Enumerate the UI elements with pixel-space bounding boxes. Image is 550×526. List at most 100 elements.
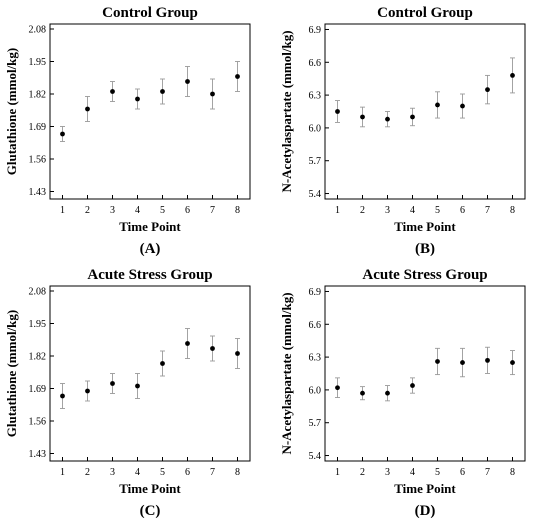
data-point-group bbox=[410, 107, 415, 127]
y-tick-label: 6.6 bbox=[309, 58, 322, 69]
panel-label: (D) bbox=[415, 503, 436, 519]
x-tick-label: 5 bbox=[160, 467, 165, 478]
y-tick-label: 5.4 bbox=[309, 451, 322, 462]
data-point-group bbox=[85, 96, 90, 122]
y-axis-title: N-Acetylaspartate (mmol/kg) bbox=[279, 30, 294, 192]
y-tick-label: 1.69 bbox=[29, 384, 47, 395]
data-point bbox=[210, 346, 215, 351]
data-point bbox=[385, 116, 390, 122]
x-tick-label: 2 bbox=[360, 467, 365, 478]
x-tick-label: 6 bbox=[185, 467, 190, 478]
x-tick-label: 1 bbox=[335, 205, 340, 216]
data-point-group bbox=[410, 377, 415, 394]
x-tick-label: 7 bbox=[210, 205, 215, 216]
data-point bbox=[485, 357, 490, 363]
x-tick-label: 2 bbox=[360, 205, 365, 216]
plot-frame bbox=[324, 285, 526, 462]
data-point bbox=[160, 89, 165, 94]
y-tick-label: 5.4 bbox=[309, 189, 322, 200]
x-tick-label: 4 bbox=[135, 205, 140, 216]
chart-panel-d: Acute Stress Group 5.4 5.7 6.0 6.3 6.6 6.9 1 2 3 4… bbox=[275, 262, 550, 526]
x-tick-label: 6 bbox=[185, 205, 190, 216]
data-point-group bbox=[210, 335, 215, 362]
data-point-group bbox=[360, 386, 365, 401]
y-tick-label: 1.82 bbox=[29, 90, 47, 101]
data-point-group bbox=[210, 78, 215, 110]
data-point bbox=[510, 73, 515, 78]
chart-svg: Acute Stress Group 1.43 1.56 1.69 1.82 1.95 2.… bbox=[4, 267, 251, 519]
data-point-group bbox=[385, 385, 390, 402]
y-tick-label: 1.43 bbox=[29, 449, 47, 460]
data-point bbox=[360, 114, 365, 120]
data-point-group bbox=[485, 346, 490, 374]
data-point bbox=[410, 383, 415, 388]
data-point-group bbox=[435, 91, 440, 119]
chart-svg: Control Group 1.43 1.56 1.69 1.82 1.95 2.08 1 2 3… bbox=[4, 5, 251, 257]
data-point bbox=[410, 114, 415, 120]
y-tick-label: 6.3 bbox=[309, 353, 322, 364]
y-tick-label: 1.95 bbox=[29, 319, 47, 330]
data-point-group bbox=[185, 66, 190, 97]
data-point-group bbox=[185, 328, 190, 359]
x-tick-label: 5 bbox=[435, 205, 440, 216]
x-tick-label: 4 bbox=[410, 205, 415, 216]
data-point-group bbox=[235, 61, 240, 92]
y-tick-label: 1.56 bbox=[29, 155, 47, 166]
chart-panel-b: Control Group 5.4 5.7 6.0 6.3 6.6 6.9 1 2 3 4 5 6 7 8 T… bbox=[275, 0, 550, 264]
data-point bbox=[460, 103, 465, 109]
y-tick-label: 5.7 bbox=[309, 156, 322, 167]
data-point bbox=[360, 390, 365, 396]
data-point-group bbox=[160, 350, 165, 377]
chart-svg: Control Group 5.4 5.7 6.0 6.3 6.6 6.9 1 2 3 4 5 6 7 8 T… bbox=[279, 5, 526, 257]
data-point-group bbox=[360, 106, 365, 128]
x-tick-label: 3 bbox=[110, 205, 115, 216]
data-point bbox=[335, 109, 340, 114]
data-point bbox=[110, 89, 115, 94]
x-tick-label: 2 bbox=[85, 467, 90, 478]
x-tick-label: 7 bbox=[210, 467, 215, 478]
data-point bbox=[460, 360, 465, 365]
y-axis-title: N-Acetylaspartate (mmol/kg) bbox=[279, 292, 294, 454]
x-axis-title: Time Point bbox=[394, 481, 456, 496]
x-tick-label: 6 bbox=[460, 205, 465, 216]
x-tick-label: 1 bbox=[60, 467, 65, 478]
chart-title: Control Group bbox=[377, 5, 473, 21]
x-tick-label: 2 bbox=[85, 205, 90, 216]
chart-panel-c: Acute Stress Group 1.43 1.56 1.69 1.82 1.95 2.… bbox=[0, 262, 275, 526]
data-point-group bbox=[60, 383, 65, 409]
x-tick-label: 8 bbox=[510, 205, 515, 216]
data-point bbox=[185, 341, 190, 346]
data-point bbox=[85, 388, 90, 394]
data-point bbox=[160, 361, 165, 366]
plot-frame bbox=[49, 285, 251, 462]
x-axis-title: Time Point bbox=[119, 481, 181, 496]
data-point-group bbox=[485, 74, 490, 105]
x-tick-label: 1 bbox=[335, 467, 340, 478]
y-axis-title: Glutathione (mmol/kg) bbox=[4, 310, 19, 437]
x-tick-label: 7 bbox=[485, 467, 490, 478]
data-point-group bbox=[235, 338, 240, 369]
data-point bbox=[135, 383, 140, 389]
y-tick-label: 1.69 bbox=[29, 122, 47, 133]
x-tick-label: 4 bbox=[410, 467, 415, 478]
x-tick-label: 6 bbox=[460, 467, 465, 478]
chart-title: Acute Stress Group bbox=[362, 267, 487, 283]
data-point-group bbox=[60, 126, 65, 142]
x-tick-label: 5 bbox=[435, 467, 440, 478]
panel-label: (A) bbox=[140, 241, 161, 257]
data-point bbox=[385, 390, 390, 396]
data-point bbox=[60, 131, 65, 137]
chart-title: Acute Stress Group bbox=[87, 267, 212, 283]
data-point-group bbox=[110, 81, 115, 102]
data-point bbox=[60, 393, 65, 399]
data-point bbox=[435, 102, 440, 108]
data-point-group bbox=[110, 373, 115, 394]
data-point bbox=[110, 381, 115, 386]
chart-title: Control Group bbox=[102, 5, 198, 21]
y-tick-label: 6.9 bbox=[309, 287, 322, 298]
data-point bbox=[85, 106, 90, 112]
x-tick-label: 5 bbox=[160, 205, 165, 216]
x-axis-title: Time Point bbox=[119, 219, 181, 234]
data-point bbox=[435, 359, 440, 364]
y-tick-label: 1.43 bbox=[29, 187, 47, 198]
